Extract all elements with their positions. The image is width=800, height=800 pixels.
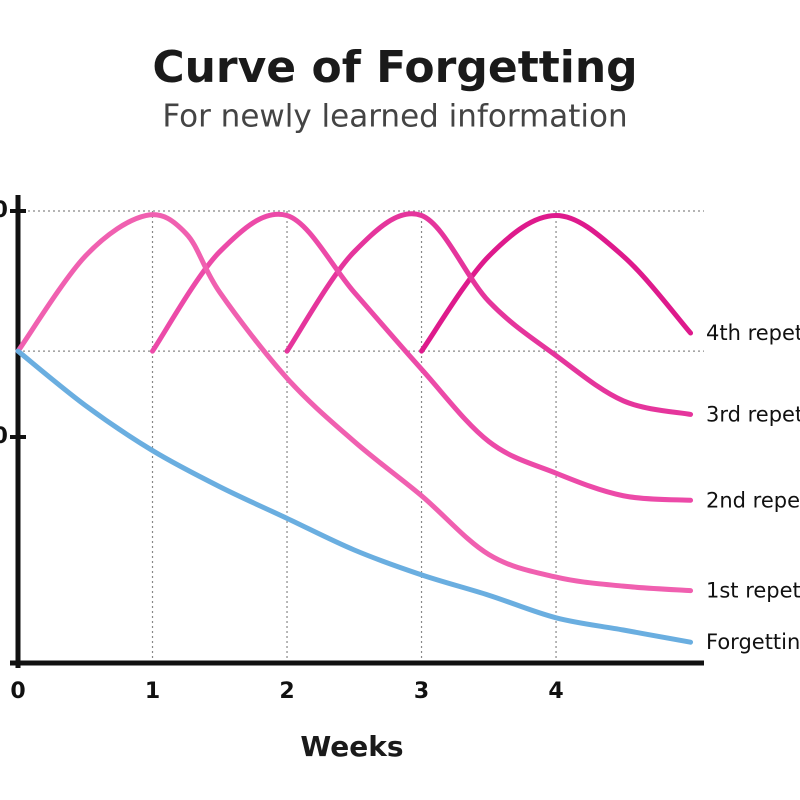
legend-label: Forgetting: [706, 630, 800, 654]
legend-label: 3rd repetition: [706, 402, 800, 426]
x-tick-label: 3: [414, 679, 429, 704]
y-tick-label: 50: [0, 424, 8, 449]
x-tick-label: 0: [10, 679, 25, 704]
x-tick-label: 4: [548, 679, 563, 704]
series-line: [15, 348, 694, 645]
legend-label: 2nd repetition: [706, 488, 800, 512]
chart-subtitle: For newly learned information: [162, 99, 627, 135]
series-line: [419, 213, 694, 354]
legend-label: 4th repetition: [706, 321, 800, 345]
series-line: [150, 211, 694, 503]
chart-title: Curve of Forgetting: [152, 42, 637, 93]
series-line: [15, 212, 694, 594]
x-tick-label: 1: [145, 679, 160, 704]
x-axis-label: Weeks: [300, 730, 403, 763]
x-tick-label: 2: [279, 679, 294, 704]
legend-label: 1st repetition: [706, 579, 800, 603]
series-line: [284, 211, 694, 417]
y-tick-label: 100: [0, 198, 8, 223]
